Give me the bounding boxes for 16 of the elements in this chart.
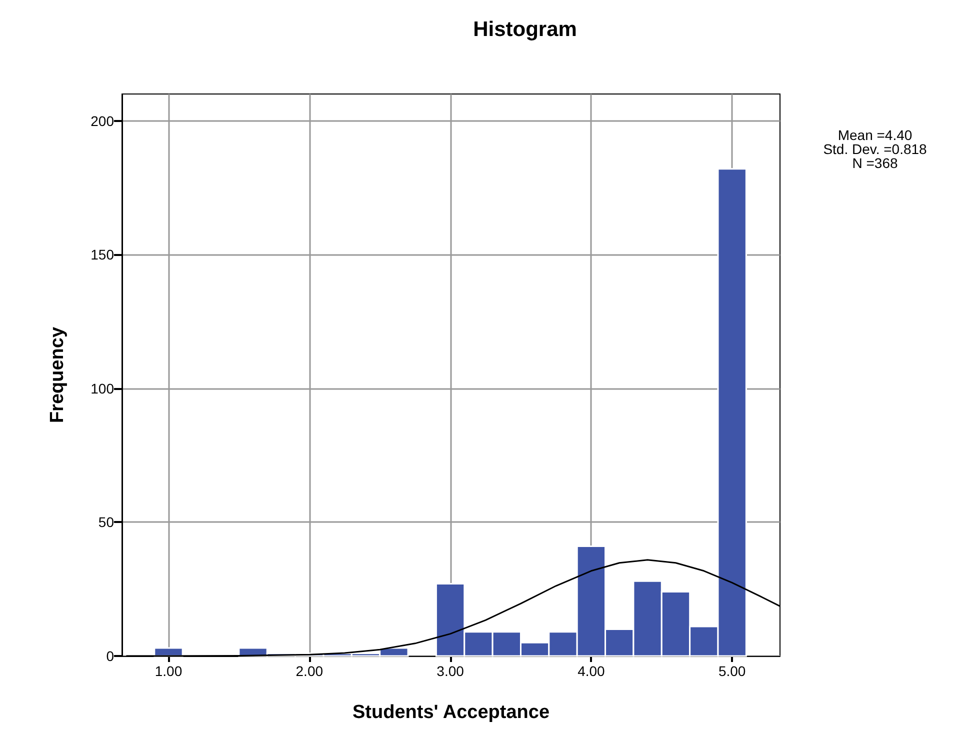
x-tick-label: 1.00 <box>154 663 182 679</box>
x-tick-label: 5.00 <box>718 663 746 679</box>
y-axis-title: Frequency <box>47 326 68 424</box>
y-tick-label: 0 <box>106 648 114 664</box>
y-tick-label: 200 <box>90 112 114 129</box>
chart-title: Histogram <box>473 18 577 41</box>
text: Std. Dev. =0.818 <box>823 141 928 157</box>
x-tick-label: 3.00 <box>436 663 464 679</box>
x-axis-title: Students' Acceptance <box>352 702 550 723</box>
text: N =368 <box>852 155 898 171</box>
y-tick-label: 150 <box>90 246 114 263</box>
x-tick-label: 2.00 <box>296 663 324 679</box>
y-tick-label: 50 <box>98 514 114 530</box>
y-tick-label: 100 <box>90 380 114 396</box>
x-tick-label: 4.00 <box>578 663 606 679</box>
text: Mean =4.40 <box>838 127 912 143</box>
